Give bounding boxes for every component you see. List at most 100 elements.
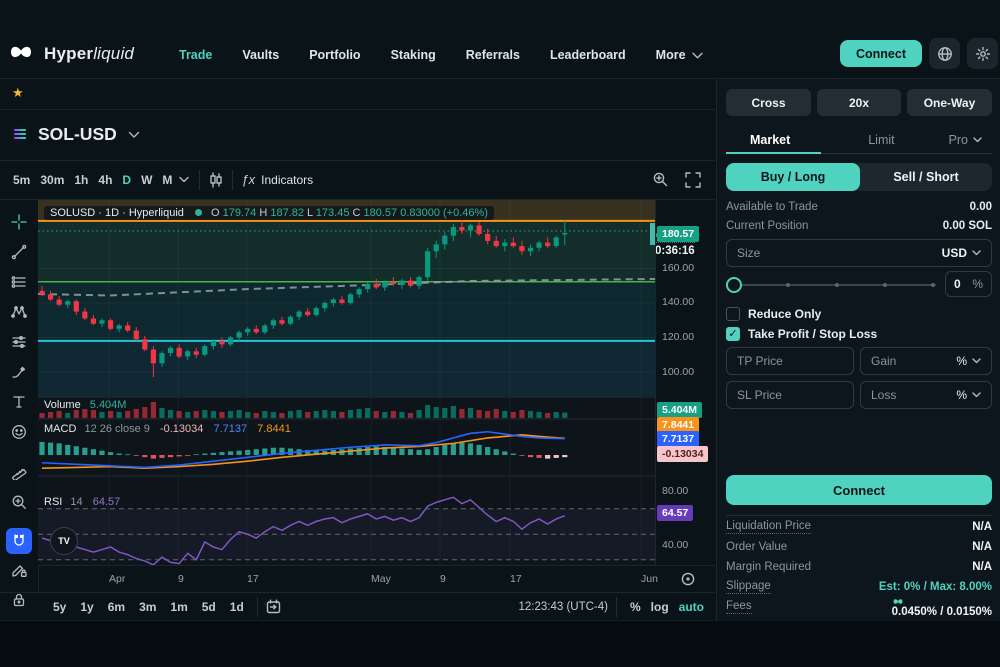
size-unit-select[interactable]: USD (942, 246, 981, 260)
zoom-search-icon[interactable] (652, 171, 669, 188)
tpsl-checkbox[interactable]: ✓ (726, 327, 740, 341)
gain-input[interactable]: Gain % (860, 347, 992, 375)
tab-limit[interactable]: Limit (868, 133, 894, 147)
time-tick: Jun (641, 573, 658, 585)
nav-item-leaderboard[interactable]: Leaderboard (550, 48, 626, 62)
nav-item-vaults[interactable]: Vaults (242, 48, 279, 62)
connect-button[interactable]: Connect (840, 40, 922, 67)
fullscreen-icon[interactable] (685, 172, 701, 188)
forecast-icon (11, 334, 27, 350)
magnet-icon (11, 533, 27, 549)
more-chevron-down-icon (692, 52, 703, 59)
axis-label: 40.00 (662, 539, 688, 551)
leverage-button[interactable]: 20x (817, 89, 901, 116)
tool-xabcd-pattern-icon[interactable] (0, 298, 38, 326)
size-input[interactable]: Size USD (726, 239, 992, 267)
nav-item-trade[interactable]: Trade (179, 48, 212, 62)
volume-badge: 5.404M (657, 402, 702, 418)
range-1m[interactable]: 1m (165, 597, 192, 617)
globe-icon (937, 46, 953, 62)
position-mode-button[interactable]: One-Way (907, 89, 992, 116)
timeframe-5m[interactable]: 5m (8, 170, 35, 190)
loss-input[interactable]: Loss % (860, 381, 992, 409)
slider-handle[interactable] (726, 277, 742, 293)
language-globe-button[interactable] (929, 38, 960, 69)
detail-order-value: Order ValueN/A (726, 539, 992, 555)
log-scale-button[interactable]: log (646, 597, 674, 617)
pro-chevron-down-icon (973, 137, 982, 143)
tool-brush-icon[interactable] (0, 358, 38, 386)
sell-short-button[interactable]: Sell / Short (860, 163, 992, 191)
axis-label: 80.00 (662, 485, 688, 497)
nav-item-referrals[interactable]: Referrals (466, 48, 520, 62)
range-5d[interactable]: 5d (197, 597, 221, 617)
tp-price-input[interactable]: TP Price (726, 347, 854, 375)
timeframe-30m[interactable]: 30m (35, 170, 69, 190)
tool-crosshair-icon[interactable] (0, 208, 38, 236)
tool-text-icon[interactable] (0, 388, 38, 416)
tpsl-row[interactable]: ✓ Take Profit / Stop Loss (726, 327, 877, 341)
timeframe-chevron-down-icon[interactable] (179, 176, 189, 183)
last-price-badge: 180.57 (657, 226, 699, 242)
size-slider[interactable] (726, 275, 936, 295)
timeframe-w[interactable]: W (136, 170, 157, 190)
calendar-icon[interactable] (266, 599, 281, 614)
range-1d[interactable]: 1d (225, 597, 249, 617)
tool-trend-line-icon[interactable] (0, 238, 38, 266)
margin-mode-button[interactable]: Cross (726, 89, 811, 116)
timeframe-m[interactable]: M (157, 170, 177, 190)
nav-items: Trade Vaults Portfolio Staking Referrals Lead… (179, 48, 703, 62)
percent-scale-button[interactable]: % (625, 597, 646, 617)
timeframe-1h[interactable]: 1h (69, 170, 93, 190)
nav-item-more[interactable]: More (656, 48, 703, 62)
range-5y[interactable]: 5y (48, 597, 71, 617)
loss-unit-chevron-icon[interactable] (972, 392, 981, 398)
detail-margin-required: Margin RequiredN/A (726, 559, 992, 575)
favorite-star-icon[interactable]: ★ (12, 85, 24, 101)
range-6m[interactable]: 6m (103, 597, 130, 617)
indicators-button[interactable]: Indicators (261, 173, 313, 187)
tool-emoji-icon[interactable] (0, 418, 38, 446)
chart-legend-title: SOLUSD · 1D · Hyperliquid (50, 207, 184, 219)
clock[interactable]: 12:23:43 (UTC-4) (519, 601, 608, 613)
nav-item-staking[interactable]: Staking (391, 48, 436, 62)
tradingview-logo[interactable]: TV (50, 527, 78, 555)
time-axis[interactable]: Apr917May917Jun (38, 565, 715, 593)
auto-scale-button[interactable]: auto (674, 597, 709, 617)
symbol-title[interactable]: SOL-USD (38, 124, 117, 145)
tool-ruler-icon[interactable] (0, 458, 38, 486)
tab-market[interactable]: Market (726, 133, 814, 147)
trend-line-icon (11, 244, 27, 260)
nav-item-portfolio[interactable]: Portfolio (309, 48, 360, 62)
timeframe-4h[interactable]: 4h (93, 170, 117, 190)
tool-magnet-icon[interactable] (6, 528, 32, 554)
settings-button[interactable] (967, 38, 998, 69)
reduce-only-row[interactable]: Reduce Only (726, 307, 821, 321)
tool-edit-lock-icon[interactable] (0, 556, 38, 584)
market-status-dot (195, 209, 202, 216)
axis-settings-gear-icon[interactable] (680, 571, 696, 587)
timeframe-d[interactable]: D (117, 170, 136, 190)
buy-long-button[interactable]: Buy / Long (726, 163, 860, 191)
sl-price-input[interactable]: SL Price (726, 381, 854, 409)
detail-liquidation-price: Liquidation PriceN/A (726, 519, 992, 535)
price-chart[interactable] (38, 200, 655, 565)
axis-label: 140.00 (662, 296, 694, 308)
symbol-chevron-down-icon[interactable] (128, 131, 140, 139)
top-nav: Hyperliquid TradeVaultsPortfolioStakingR… (0, 28, 1000, 76)
size-percent-input[interactable]: 0% (945, 271, 992, 297)
tool-zoom-in-icon[interactable] (0, 488, 38, 516)
tool-forecast-icon[interactable] (0, 328, 38, 356)
reduce-only-checkbox[interactable] (726, 307, 740, 321)
macd-legend: MACD 12 26 close 9 -0.13034 7.7137 7.844… (44, 423, 291, 435)
text-icon (11, 394, 27, 410)
tool-horizontal-lines-icon[interactable] (0, 268, 38, 296)
fx-icon: ƒx (241, 172, 255, 187)
candlestick-style-icon[interactable] (208, 172, 224, 188)
gain-unit-chevron-icon[interactable] (972, 358, 981, 364)
page-bottom-strip (0, 620, 1000, 667)
tab-pro[interactable]: Pro (949, 133, 992, 147)
panel-connect-button[interactable]: Connect (726, 475, 992, 505)
range-1y[interactable]: 1y (75, 597, 98, 617)
range-3m[interactable]: 3m (134, 597, 161, 617)
